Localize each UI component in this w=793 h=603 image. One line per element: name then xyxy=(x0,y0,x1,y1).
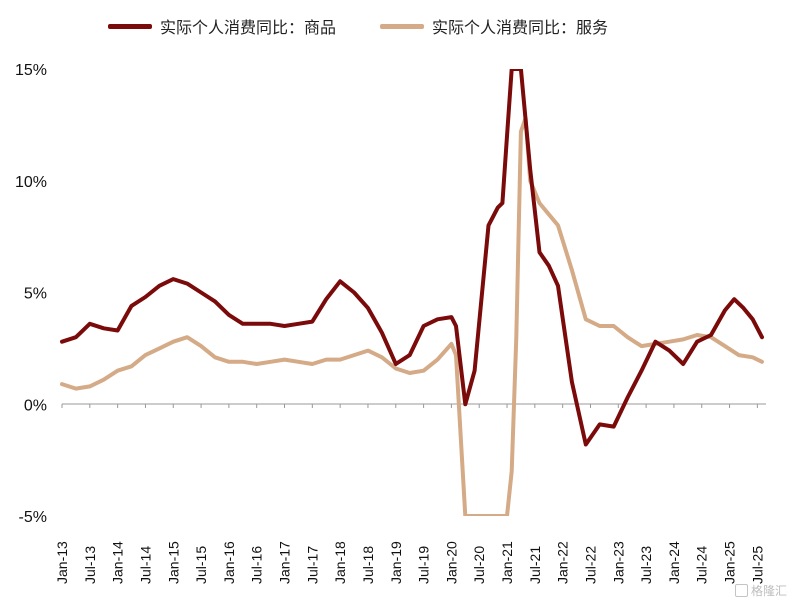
series-layer xyxy=(60,69,764,516)
x-tick-label: Jul-25 xyxy=(749,546,765,584)
x-tick-label: Jan-20 xyxy=(443,541,459,584)
y-tick-label: 10% xyxy=(15,174,47,191)
x-tick-label: Jan-23 xyxy=(610,541,626,584)
legend-item-services: 实际个人消费同比：服务 xyxy=(380,14,608,38)
x-axis: Jan-13 Jul-13 Jan-14 Jul-14 Jan-15 Jul-15 Jan-… xyxy=(54,403,766,584)
y-tick-label: 0% xyxy=(24,397,47,414)
x-tick-label: Jul-13 xyxy=(82,546,98,584)
watermark: 格隆汇 xyxy=(734,582,787,599)
x-tick-label: Jul-21 xyxy=(527,546,543,584)
x-tick-label: Jul-16 xyxy=(249,546,265,584)
x-tick-label: Jul-20 xyxy=(471,546,487,584)
legend-label-goods: 实际个人消费同比：商品 xyxy=(160,18,337,37)
legend-label-services: 实际个人消费同比：服务 xyxy=(432,18,609,37)
legend-swatch-goods xyxy=(108,23,152,29)
x-tick-label: Jul-19 xyxy=(416,546,432,584)
y-tick-label: -5% xyxy=(19,509,47,526)
x-tick-label: Jan-25 xyxy=(722,541,738,584)
x-tick-label: Jan-18 xyxy=(332,541,348,584)
x-tick-label: Jan-21 xyxy=(499,541,515,584)
x-tick-label: Jan-24 xyxy=(666,541,682,584)
y-axis-ticks: 15% 10% 5% 0% -5% xyxy=(15,62,47,526)
legend-swatch-services xyxy=(380,23,425,29)
x-tick-label: Jul-18 xyxy=(360,546,376,584)
watermark-text: 格隆汇 xyxy=(750,584,787,598)
legend: 实际个人消费同比：商品 实际个人消费同比：服务 xyxy=(108,14,608,38)
x-tick-label: Jan-15 xyxy=(165,541,181,584)
x-tick-label: Jul-14 xyxy=(137,546,153,584)
legend-item-goods: 实际个人消费同比：商品 xyxy=(108,14,336,38)
x-tick-label: Jul-22 xyxy=(582,546,598,584)
x-tick-label: Jan-16 xyxy=(221,541,237,584)
y-tick-label: 15% xyxy=(15,62,47,79)
x-tick-label: Jan-17 xyxy=(277,541,293,584)
x-tick-label: Jul-15 xyxy=(193,546,209,584)
x-tick-label: Jan-19 xyxy=(388,541,404,584)
watermark-logo-icon xyxy=(734,584,748,597)
x-tick-label: Jul-23 xyxy=(638,546,654,584)
x-tick-label: Jan-14 xyxy=(110,541,126,584)
x-tick-label: Jan-13 xyxy=(54,541,70,584)
y-tick-label: 5% xyxy=(24,286,47,303)
x-tick-label: Jul-17 xyxy=(304,546,320,584)
x-tick-label: Jan-22 xyxy=(555,541,571,584)
series-line-goods xyxy=(60,69,764,447)
series-line-services xyxy=(60,116,764,516)
x-tick-label: Jul-24 xyxy=(694,546,710,584)
